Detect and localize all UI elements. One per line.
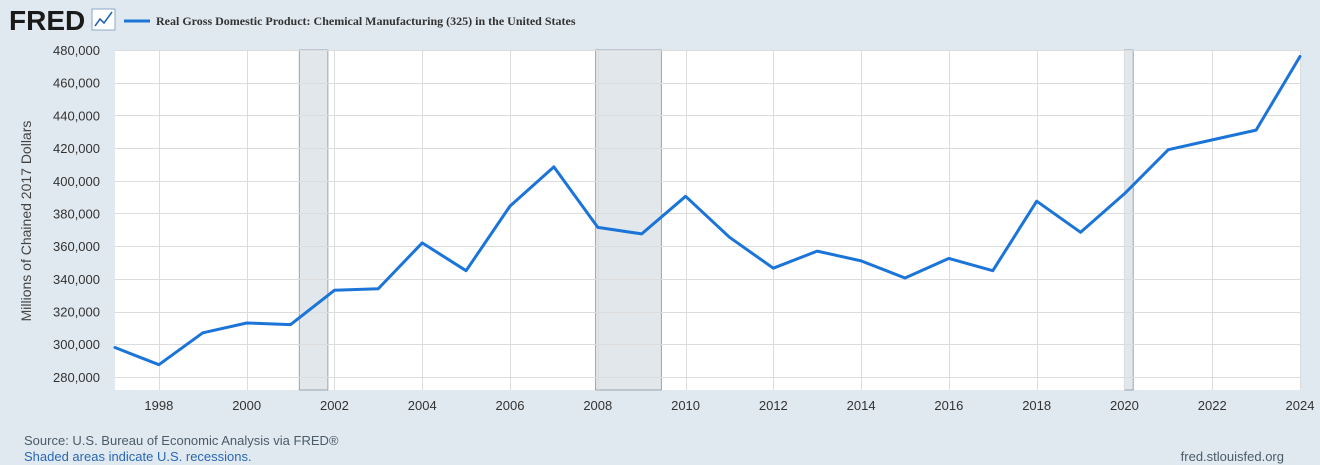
logo-text: FRED xyxy=(9,5,85,36)
data-point-2000 xyxy=(245,321,248,324)
x-tick-label: 2000 xyxy=(232,398,261,413)
x-tick-label: 2024 xyxy=(1286,398,1315,413)
x-tick-label: 2002 xyxy=(320,398,349,413)
data-point-2015 xyxy=(904,277,907,280)
data-point-2003 xyxy=(377,287,380,290)
data-point-2006 xyxy=(509,205,512,208)
data-point-2007 xyxy=(552,165,555,168)
data-point-2005 xyxy=(465,269,468,272)
data-point-1998 xyxy=(157,363,160,366)
series-layer[interactable] xyxy=(113,55,1302,367)
source-text: Source: U.S. Bureau of Economic Analysis… xyxy=(24,433,339,448)
data-point-2009 xyxy=(640,232,643,235)
x-tick-label: 2006 xyxy=(496,398,525,413)
y-tick-label: 360,000 xyxy=(53,239,100,254)
x-tick-labels: 1998 2000 2002 2004 2006 2008 2010 2012 2014 2016… xyxy=(144,398,1314,413)
data-point-2020 xyxy=(1123,192,1126,195)
x-tick-label: 2020 xyxy=(1110,398,1139,413)
data-point-1999 xyxy=(201,331,204,334)
x-tick-label: 2018 xyxy=(1022,398,1051,413)
data-point-2018 xyxy=(1035,200,1038,203)
legend[interactable]: Real Gross Domestic Product: Chemical Ma… xyxy=(124,14,576,28)
data-point-2010 xyxy=(684,195,687,198)
recession-note-link[interactable]: Shaded areas indicate U.S. recessions. xyxy=(24,449,252,464)
recession-band-0 xyxy=(298,49,329,391)
data-point-1997 xyxy=(114,346,117,349)
y-tick-label: 420,000 xyxy=(53,141,100,156)
x-tick-label: 1998 xyxy=(144,398,173,413)
data-point-2001 xyxy=(289,323,292,326)
recession-band-1 xyxy=(595,49,662,391)
chart-title: Real Gross Domestic Product: Chemical Ma… xyxy=(156,14,576,28)
data-point-2016 xyxy=(947,257,950,260)
plot-area xyxy=(115,50,1300,390)
y-tick-label: 460,000 xyxy=(53,76,100,91)
data-point-2019 xyxy=(1079,231,1082,234)
recession-band-2 xyxy=(1123,49,1134,391)
data-point-2024 xyxy=(1299,55,1302,58)
y-tick-label: 380,000 xyxy=(53,206,100,221)
data-point-2017 xyxy=(991,269,994,272)
data-point-2023 xyxy=(1255,129,1258,132)
gridlines xyxy=(115,50,1301,390)
data-point-2004 xyxy=(421,241,424,244)
series-line xyxy=(113,55,1302,367)
y-tick-label: 320,000 xyxy=(53,305,100,320)
data-point-2022 xyxy=(1211,138,1214,141)
chart-line-icon xyxy=(91,8,116,31)
y-tick-labels: 280,000 300,000 320,000 340,000 360,000 380,0… xyxy=(53,43,100,385)
x-tick-label: 2012 xyxy=(759,398,788,413)
site-url-link[interactable]: fred.stlouisfed.org xyxy=(1180,449,1284,464)
y-tick-label: 400,000 xyxy=(53,174,100,189)
y-tick-label: 440,000 xyxy=(53,108,100,123)
recession-bands xyxy=(298,49,1134,391)
x-tick-label: 2014 xyxy=(847,398,876,413)
x-tick-label: 2016 xyxy=(934,398,963,413)
data-point-2011 xyxy=(728,236,731,239)
x-tick-label: 2022 xyxy=(1198,398,1227,413)
data-point-2008 xyxy=(596,226,599,229)
data-point-2002 xyxy=(333,289,336,292)
y-tick-label: 480,000 xyxy=(53,43,100,58)
x-tick-label: 2004 xyxy=(408,398,437,413)
x-tick-label: 2008 xyxy=(583,398,612,413)
y-axis-label: Millions of Chained 2017 Dollars xyxy=(18,121,34,322)
x-tick-label: 2010 xyxy=(671,398,700,413)
y-tick-label: 280,000 xyxy=(53,370,100,385)
y-tick-label: 340,000 xyxy=(53,272,100,287)
y-tick-label: 300,000 xyxy=(53,337,100,352)
data-point-2021 xyxy=(1167,148,1170,151)
fred-logo[interactable]: FRED xyxy=(9,5,116,36)
data-point-2014 xyxy=(860,259,863,262)
data-point-2012 xyxy=(772,267,775,270)
data-point-2013 xyxy=(816,250,819,253)
